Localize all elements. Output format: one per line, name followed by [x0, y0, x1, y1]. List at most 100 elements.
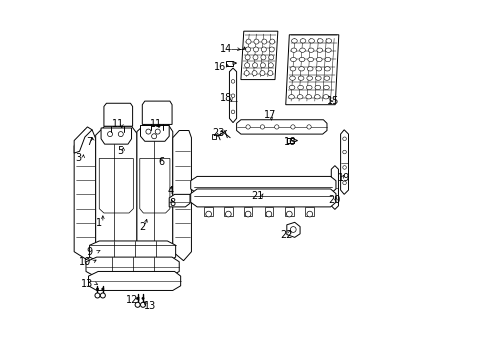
Circle shape	[306, 211, 312, 217]
Text: 16: 16	[284, 138, 296, 147]
Ellipse shape	[316, 48, 322, 52]
Circle shape	[100, 293, 105, 298]
Circle shape	[231, 110, 234, 114]
Polygon shape	[340, 130, 348, 194]
Polygon shape	[224, 207, 232, 216]
Polygon shape	[88, 271, 180, 291]
Polygon shape	[244, 207, 252, 216]
Text: 7: 7	[86, 138, 93, 147]
Text: 21: 21	[250, 191, 263, 201]
Polygon shape	[305, 207, 313, 216]
Circle shape	[252, 55, 258, 60]
Ellipse shape	[316, 57, 322, 62]
Text: 2: 2	[139, 222, 145, 231]
Ellipse shape	[288, 85, 294, 90]
Circle shape	[231, 80, 234, 83]
Circle shape	[136, 297, 139, 300]
Ellipse shape	[291, 39, 297, 43]
Ellipse shape	[299, 48, 305, 52]
Ellipse shape	[307, 48, 313, 52]
Polygon shape	[169, 194, 190, 207]
Text: 16: 16	[214, 62, 226, 72]
Ellipse shape	[323, 85, 328, 90]
Ellipse shape	[297, 95, 303, 99]
Text: 23: 23	[212, 129, 224, 138]
Circle shape	[245, 39, 250, 44]
Text: 14: 14	[219, 44, 231, 54]
Text: 10: 10	[79, 257, 91, 267]
Circle shape	[290, 226, 296, 232]
Text: 11: 11	[149, 120, 162, 129]
Ellipse shape	[288, 95, 294, 99]
Text: 15: 15	[326, 96, 339, 106]
Polygon shape	[86, 257, 179, 276]
Circle shape	[260, 55, 265, 60]
Ellipse shape	[289, 76, 295, 80]
Circle shape	[306, 125, 310, 129]
Circle shape	[253, 47, 258, 52]
Ellipse shape	[325, 57, 330, 62]
Text: 22: 22	[280, 230, 292, 239]
Circle shape	[244, 63, 249, 68]
Text: 1: 1	[96, 218, 102, 228]
Circle shape	[135, 302, 140, 307]
Polygon shape	[264, 207, 273, 216]
Circle shape	[260, 71, 264, 76]
Ellipse shape	[314, 95, 320, 99]
Ellipse shape	[299, 57, 305, 62]
Circle shape	[95, 293, 100, 298]
Ellipse shape	[305, 95, 311, 99]
Circle shape	[205, 211, 211, 217]
Ellipse shape	[306, 76, 312, 80]
Text: 4: 4	[167, 186, 174, 196]
Ellipse shape	[324, 76, 329, 80]
Circle shape	[225, 211, 231, 217]
Circle shape	[231, 94, 234, 98]
Circle shape	[269, 47, 274, 52]
Polygon shape	[225, 61, 233, 66]
Circle shape	[244, 211, 250, 217]
Polygon shape	[285, 35, 338, 105]
Ellipse shape	[314, 85, 320, 90]
Ellipse shape	[290, 57, 296, 62]
Circle shape	[245, 125, 250, 129]
Text: 8: 8	[169, 198, 175, 208]
Polygon shape	[101, 128, 131, 144]
Text: 11: 11	[112, 120, 124, 129]
Polygon shape	[229, 68, 236, 123]
Ellipse shape	[289, 67, 295, 71]
Text: 19: 19	[337, 173, 349, 183]
Text: 13: 13	[144, 301, 156, 311]
Polygon shape	[286, 222, 300, 237]
Ellipse shape	[317, 39, 323, 43]
Ellipse shape	[324, 67, 329, 71]
Polygon shape	[74, 130, 96, 260]
Ellipse shape	[325, 39, 331, 43]
Circle shape	[267, 71, 272, 76]
Polygon shape	[140, 126, 169, 141]
Polygon shape	[74, 127, 92, 153]
Polygon shape	[142, 101, 172, 125]
Polygon shape	[204, 207, 212, 216]
Circle shape	[142, 297, 144, 300]
Polygon shape	[96, 126, 137, 260]
Ellipse shape	[325, 48, 330, 52]
Circle shape	[269, 39, 274, 44]
Polygon shape	[285, 207, 293, 216]
Circle shape	[253, 39, 259, 44]
Text: 20: 20	[328, 195, 340, 205]
Circle shape	[274, 125, 278, 129]
Circle shape	[261, 47, 266, 52]
Polygon shape	[190, 176, 335, 194]
Ellipse shape	[306, 67, 312, 71]
Text: 12: 12	[126, 295, 139, 305]
Ellipse shape	[315, 67, 321, 71]
Text: 18: 18	[219, 93, 231, 103]
Circle shape	[251, 71, 257, 76]
Circle shape	[102, 288, 104, 290]
Polygon shape	[190, 189, 335, 207]
Circle shape	[268, 55, 273, 60]
Ellipse shape	[298, 76, 304, 80]
Circle shape	[265, 211, 271, 217]
Ellipse shape	[298, 67, 304, 71]
